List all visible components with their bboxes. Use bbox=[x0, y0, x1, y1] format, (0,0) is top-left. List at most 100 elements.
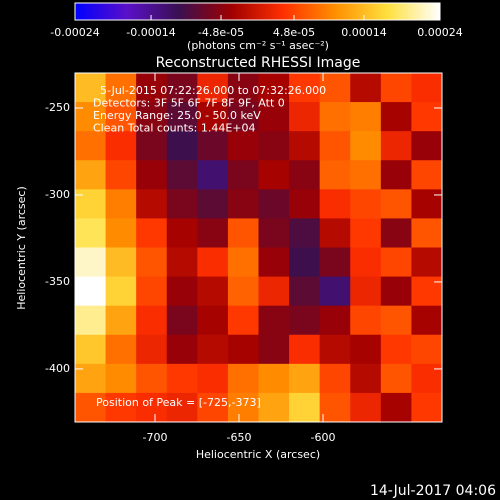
heatmap-cell bbox=[380, 247, 412, 278]
heatmap-cell bbox=[258, 73, 290, 103]
heatmap-cell bbox=[136, 189, 168, 219]
heatmap-cell bbox=[258, 218, 290, 248]
heatmap-cell bbox=[105, 218, 137, 248]
heatmap-cell bbox=[166, 102, 198, 132]
heatmap-cell bbox=[319, 73, 351, 103]
heatmap-cell bbox=[197, 160, 229, 190]
heatmap-cell bbox=[197, 305, 229, 336]
heatmap-cell bbox=[258, 334, 290, 365]
heatmap-cell bbox=[258, 276, 290, 307]
heatmap-cell bbox=[136, 392, 168, 423]
heatmap-cell bbox=[411, 363, 443, 394]
y-tick-label: -250 bbox=[45, 101, 70, 114]
heatmap-cell bbox=[258, 247, 290, 278]
heatmap-cell bbox=[350, 131, 382, 161]
heatmap-cell bbox=[411, 305, 443, 336]
colorbar-label: (photons cm⁻² s⁻¹ asec⁻²) bbox=[187, 39, 329, 52]
heatmap-cell bbox=[75, 160, 107, 190]
heatmap-cell bbox=[166, 73, 198, 103]
heatmap-cell bbox=[197, 392, 229, 423]
heatmap-cell bbox=[380, 305, 412, 336]
heatmap-cell bbox=[136, 218, 168, 248]
heatmap-cell bbox=[289, 160, 321, 190]
heatmap-cell bbox=[197, 334, 229, 365]
heatmap-cell bbox=[166, 392, 198, 423]
colorbar bbox=[74, 2, 441, 21]
heatmap-cell bbox=[319, 218, 351, 248]
plot-frame bbox=[74, 72, 443, 423]
heatmap-cell bbox=[105, 73, 137, 103]
heatmap-cell bbox=[258, 392, 290, 423]
heatmap-cell bbox=[350, 305, 382, 336]
heatmap-cell bbox=[136, 276, 168, 307]
heatmap-cell bbox=[136, 131, 168, 161]
heatmap-cell bbox=[105, 102, 137, 132]
heatmap-cell bbox=[75, 131, 107, 161]
heatmap-cell bbox=[227, 276, 259, 307]
x-axis-label: Heliocentric X (arcsec) bbox=[196, 448, 320, 461]
heatmap-cell bbox=[227, 131, 259, 161]
heatmap-cell bbox=[350, 392, 382, 423]
heatmap-cell bbox=[380, 189, 412, 219]
heatmap-cell bbox=[289, 131, 321, 161]
colorbar-tick-label: -0.00014 bbox=[126, 26, 175, 39]
heatmap-cell bbox=[227, 247, 259, 278]
heatmap-cell bbox=[75, 305, 107, 336]
heatmap-cell bbox=[380, 363, 412, 394]
heatmap-cell bbox=[75, 218, 107, 248]
heatmap-cell bbox=[227, 334, 259, 365]
heatmap-cell bbox=[258, 189, 290, 219]
chart-title: Reconstructed RHESSI Image bbox=[156, 55, 361, 71]
heatmap-cell bbox=[258, 363, 290, 394]
heatmap-cell bbox=[411, 392, 443, 423]
peak-label: Position of Peak = [-725,-373] bbox=[96, 396, 261, 409]
colorbar-tick-label: -4.8e-05 bbox=[198, 26, 244, 39]
heatmap-cell bbox=[166, 247, 198, 278]
heatmap-cell bbox=[350, 276, 382, 307]
y-tick-label: -300 bbox=[45, 188, 70, 201]
heatmap-cell bbox=[75, 189, 107, 219]
heatmap-cell bbox=[350, 363, 382, 394]
heatmap-cell bbox=[319, 392, 351, 423]
x-tick-label: -600 bbox=[311, 431, 336, 444]
heatmap-cell bbox=[136, 247, 168, 278]
heatmap-cell bbox=[166, 160, 198, 190]
annotation: Clean Total counts: 1.44E+04 bbox=[93, 122, 256, 135]
heatmap-cell bbox=[166, 189, 198, 219]
heatmap-cell bbox=[197, 363, 229, 394]
heatmap-cell bbox=[227, 73, 259, 103]
heatmap-cell bbox=[319, 334, 351, 365]
heatmap-cell bbox=[350, 189, 382, 219]
heatmap-cell bbox=[289, 334, 321, 365]
heatmap-cell bbox=[105, 276, 137, 307]
heatmap-cell bbox=[289, 392, 321, 423]
heatmap-cell bbox=[380, 73, 412, 103]
heatmap-cell bbox=[258, 160, 290, 190]
x-tick-label: -650 bbox=[227, 431, 252, 444]
heatmap-cell bbox=[289, 363, 321, 394]
heatmap-cell bbox=[166, 131, 198, 161]
heatmap-cell bbox=[136, 305, 168, 336]
heatmap-cell bbox=[319, 247, 351, 278]
heatmap-cell bbox=[319, 363, 351, 394]
annotation: Energy Range: 25.0 - 50.0 keV bbox=[93, 109, 261, 122]
heatmap-cell bbox=[380, 102, 412, 132]
heatmap-cell bbox=[380, 131, 412, 161]
heatmap-cell bbox=[197, 189, 229, 219]
heatmap-cell bbox=[319, 189, 351, 219]
heatmap-cell bbox=[289, 305, 321, 336]
colorbar-tick-label: 4.8e-05 bbox=[273, 26, 315, 39]
heatmap-cell bbox=[75, 102, 107, 132]
heatmap-cell bbox=[319, 160, 351, 190]
y-axis-label: Heliocentric Y (arcsec) bbox=[15, 186, 28, 310]
heatmap-cell bbox=[411, 189, 443, 219]
heatmap-cell bbox=[75, 392, 107, 423]
heatmap-cell bbox=[411, 247, 443, 278]
heatmap-cell bbox=[197, 218, 229, 248]
heatmap-cell bbox=[75, 73, 107, 103]
heatmap-cell bbox=[227, 102, 259, 132]
heatmap-cell bbox=[411, 73, 443, 103]
heatmap-cell bbox=[350, 247, 382, 278]
heatmap-cell bbox=[197, 73, 229, 103]
